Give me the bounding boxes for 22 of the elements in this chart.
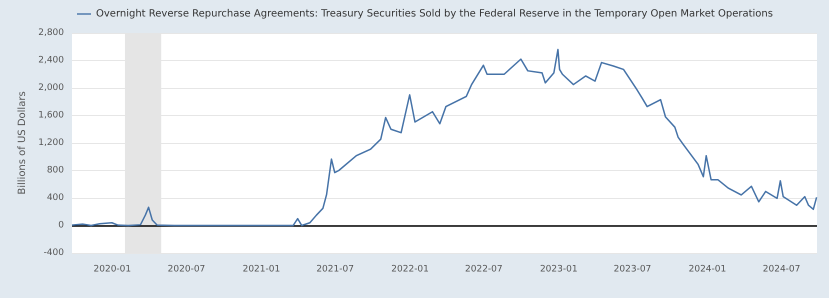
y-tick-label: 1,200 — [38, 138, 64, 148]
y-tick-label: 1,600 — [38, 110, 64, 120]
x-tick-label: 2024-07 — [762, 264, 800, 274]
x-tick-label: 2024-01 — [688, 264, 726, 274]
x-tick-label: 2020-01 — [94, 264, 132, 274]
y-axis-title: Billions of US Dollars — [16, 91, 28, 195]
legend-label: Overnight Reverse Repurchase Agreements: Treasury Securities Sold by the Federal Reserve in the Temporary Open Market Operations — [96, 8, 773, 20]
x-tick-label: 2022-01 — [391, 264, 429, 274]
line-series — [71, 48, 818, 226]
x-tick-label: 2020-07 — [168, 264, 206, 274]
x-tick-label: 2023-07 — [614, 264, 652, 274]
y-tick-label: 400 — [46, 193, 64, 203]
x-tick-label: 2021-07 — [316, 264, 354, 274]
x-tick-label: 2021-01 — [242, 264, 280, 274]
y-tick-label: 800 — [46, 166, 64, 176]
y-tick-label: 0 — [58, 220, 64, 230]
y-tick-label: 2,400 — [38, 56, 64, 66]
y-tick-label: -400 — [44, 248, 64, 258]
y-tick-label: 2,800 — [38, 28, 64, 38]
x-tick-label: 2023-01 — [540, 264, 578, 274]
x-tick-label: 2022-07 — [465, 264, 503, 274]
y-tick-label: 2,000 — [38, 83, 64, 93]
